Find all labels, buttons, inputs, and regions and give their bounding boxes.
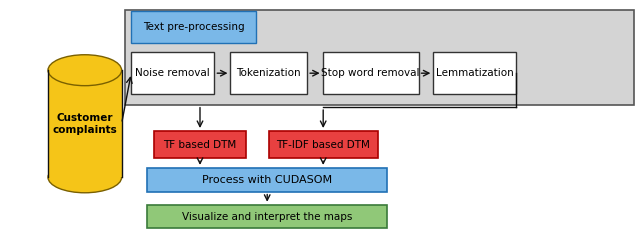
Text: Visualize and interpret the maps: Visualize and interpret the maps [182,212,353,222]
Text: TF-IDF based DTM: TF-IDF based DTM [276,139,370,150]
Text: TF based DTM: TF based DTM [163,139,237,150]
FancyBboxPatch shape [154,131,246,158]
FancyBboxPatch shape [230,52,307,94]
Ellipse shape [48,55,122,86]
Text: Process with CUDASOM: Process with CUDASOM [202,175,332,185]
Bar [48,70,122,177]
FancyBboxPatch shape [131,11,256,43]
Ellipse shape [48,162,122,193]
FancyBboxPatch shape [323,52,419,94]
Text: Stop word removal: Stop word removal [321,68,420,78]
Text: Noise removal: Noise removal [136,68,210,78]
Text: Tokenization: Tokenization [237,68,301,78]
FancyBboxPatch shape [147,205,387,228]
Text: Text pre-processing: Text pre-processing [143,22,244,32]
FancyBboxPatch shape [147,168,387,192]
Text: Lemmatization: Lemmatization [436,68,514,78]
FancyBboxPatch shape [433,52,516,94]
FancyBboxPatch shape [131,52,214,94]
FancyBboxPatch shape [269,131,378,158]
FancyBboxPatch shape [125,10,634,105]
Text: Customer
complaints: Customer complaints [52,113,117,134]
